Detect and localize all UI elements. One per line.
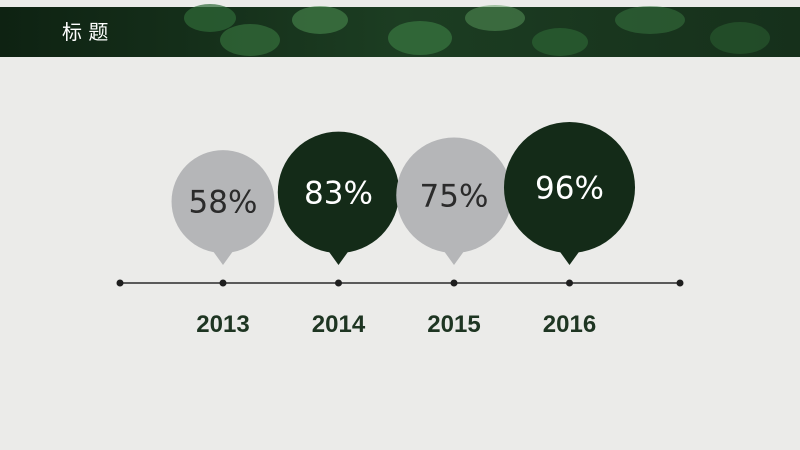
year-label: 2013	[196, 311, 249, 338]
timeline-dot	[335, 279, 342, 287]
timeline-dot	[566, 279, 573, 287]
bubble	[396, 137, 512, 253]
bubble	[277, 131, 400, 253]
value-label: 58%	[189, 185, 258, 221]
year-label: 2016	[543, 311, 596, 338]
year-label: 2015	[427, 311, 480, 338]
value-label: 83%	[304, 175, 373, 211]
bubble	[503, 121, 636, 254]
timeline-dot	[219, 279, 227, 287]
slide-title: 标 题	[62, 20, 108, 44]
value-label: 96%	[535, 170, 604, 206]
bubble	[171, 150, 275, 253]
header-band: 标 题	[0, 4, 800, 57]
timeline-dot	[450, 279, 458, 287]
value-label: 75%	[420, 178, 489, 214]
timeline-axis	[116, 279, 684, 287]
year-label: 2014	[312, 311, 366, 338]
